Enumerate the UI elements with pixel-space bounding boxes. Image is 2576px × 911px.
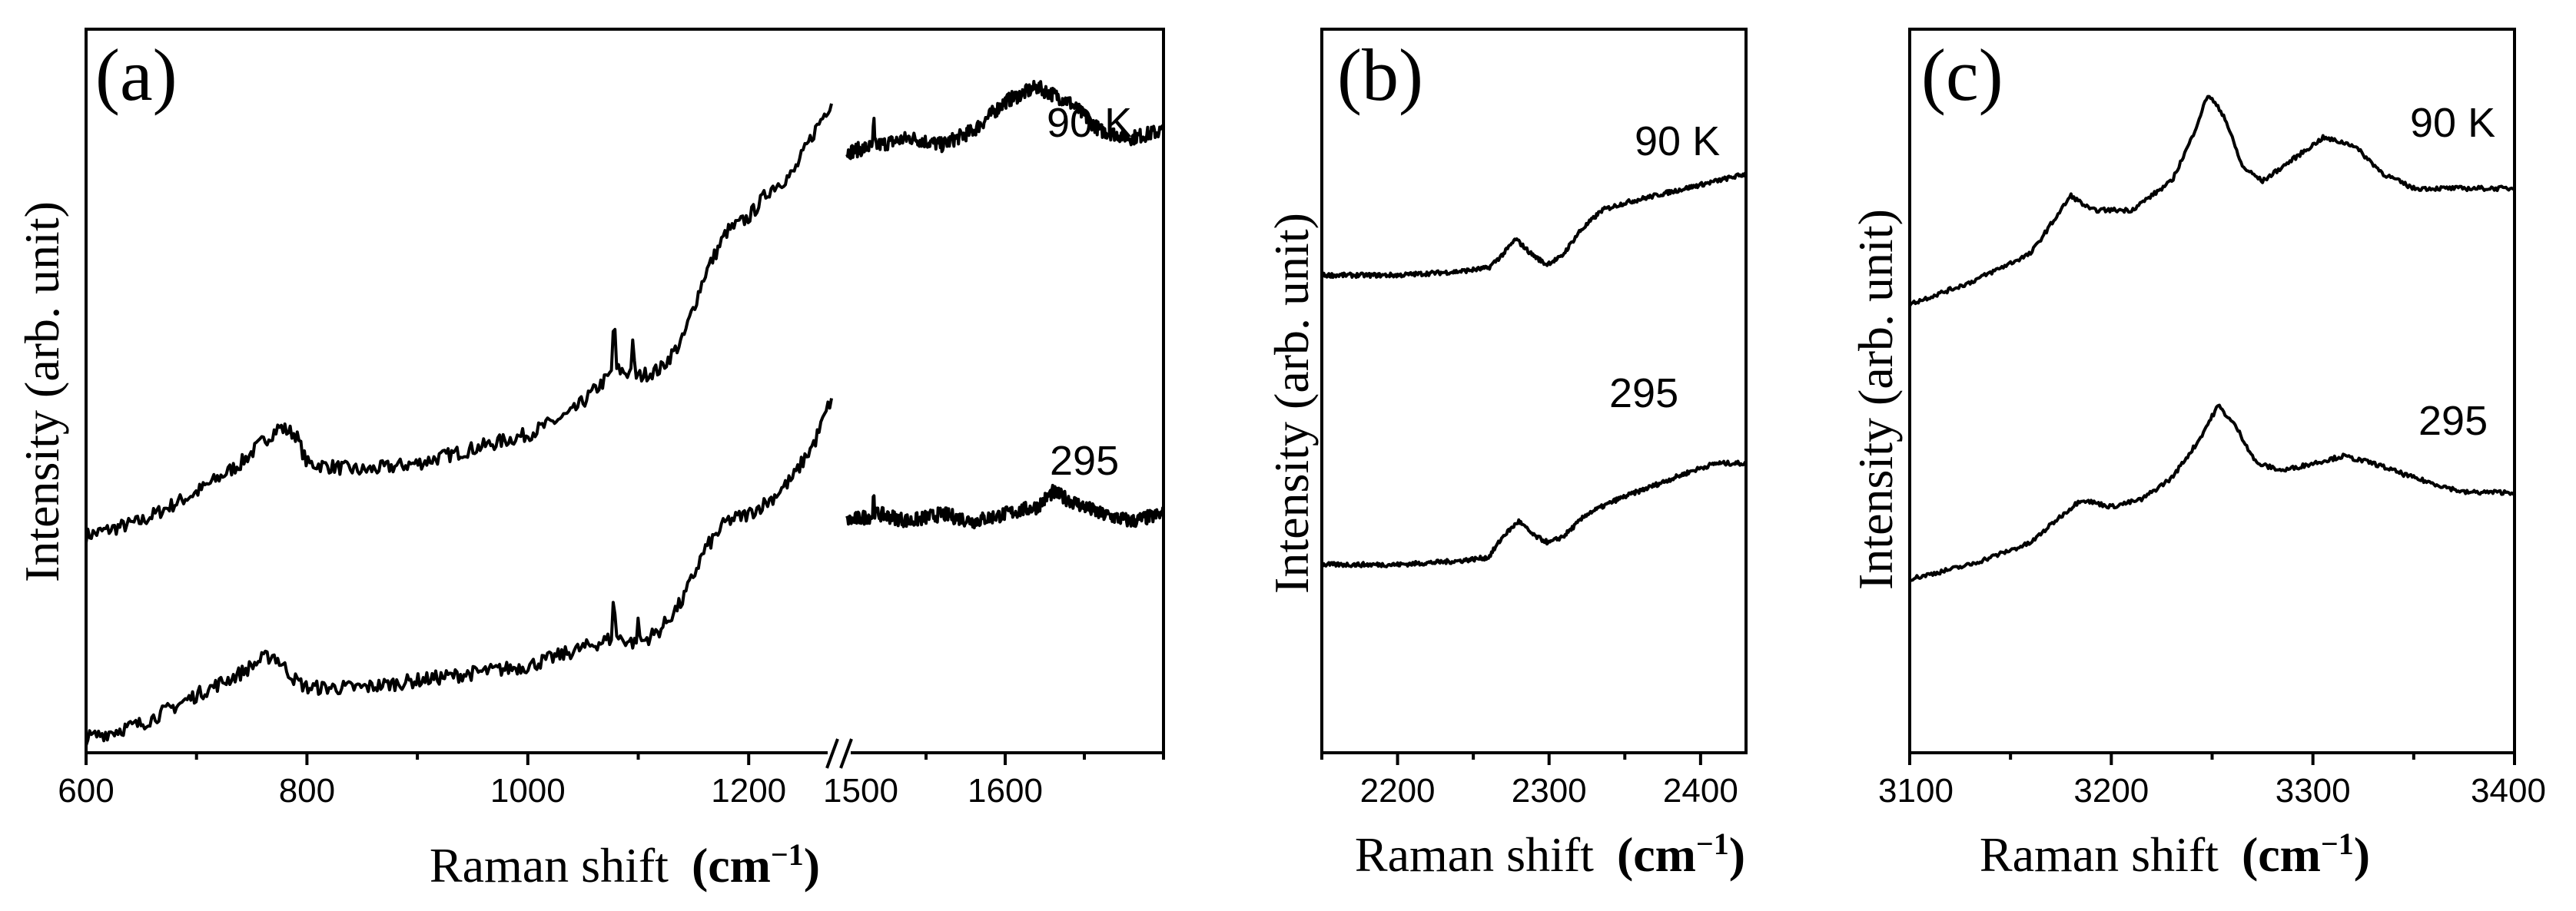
panel-a-series-295-line xyxy=(85,398,833,747)
x-tick-label: 3200 xyxy=(2073,772,2149,810)
panel-c-series-90k-line xyxy=(1908,94,2515,307)
panel-b-y-axis-label: Intensity (arb. unit) xyxy=(1264,213,1319,594)
x-tick-label: 1500 xyxy=(823,772,898,810)
panel-c-x-axis-unit: (cm xyxy=(2242,827,2321,882)
x-tick-label: 3300 xyxy=(2276,772,2351,810)
panel-b-x-axis-unit-exponent: −1 xyxy=(1696,827,1729,861)
panel-a: 600 800 1000 1200 1500 1600 (a) 90 K 295 Inte… xyxy=(15,28,1165,893)
panel-c-label: (c) xyxy=(1921,34,2003,116)
panel-a-ticks: 600 800 1000 1200 1500 1600 xyxy=(58,753,1165,810)
panel-a-series-90k-line xyxy=(85,103,833,544)
panel-b-x-axis-label: Raman shift (cm−1) xyxy=(1355,827,1745,883)
panel-b-series-label-295: 295 xyxy=(1609,370,1678,416)
x-tick-label: 3100 xyxy=(1878,772,1954,810)
panel-b-series-295-line xyxy=(1320,459,1748,568)
panel-b-curves xyxy=(1320,171,1748,568)
panel-b-series-label-90k: 90 K xyxy=(1635,118,1720,164)
panel-a-series-90k-line xyxy=(845,80,1165,161)
panel-b-frame xyxy=(1320,28,1748,754)
panel-b-label: (b) xyxy=(1337,34,1423,116)
x-tick-label: 2200 xyxy=(1360,772,1436,810)
x-tick-label: 600 xyxy=(58,772,114,810)
panel-a-x-axis-unit-close: ) xyxy=(804,838,820,893)
panel-c-x-axis-label-name: Raman shift xyxy=(1980,827,2219,882)
panel-a-curves xyxy=(85,80,1165,747)
panel-a-x-axis-label: Raman shift (cm−1) xyxy=(430,837,820,893)
x-tick-label: 800 xyxy=(279,772,335,810)
panel-c-x-axis-label: Raman shift (cm−1) xyxy=(1980,827,2370,883)
panel-b-x-axis-unit: (cm xyxy=(1617,827,1696,882)
panel-c-curves xyxy=(1908,94,2516,583)
x-tick-label: 2300 xyxy=(1512,772,1587,810)
panel-c-x-axis-unit-close: ) xyxy=(2354,827,2370,882)
panel-b-series-90k-line xyxy=(1320,171,1748,280)
panel-a-series-label-295: 295 xyxy=(1050,438,1119,484)
panel-b-x-axis-label-name: Raman shift xyxy=(1355,827,1594,882)
panel-c: 3100 3200 3300 3400 (c) 90 K 295 Intensity … xyxy=(1848,28,2546,883)
panel-c-series-label-90k: 90 K xyxy=(2410,100,2495,146)
x-tick-label: 1000 xyxy=(490,772,566,810)
panel-c-x-axis-unit-exponent: −1 xyxy=(2321,827,2354,861)
panel-c-series-295-line xyxy=(1909,403,2516,583)
x-tick-label: 2400 xyxy=(1663,772,1738,810)
panel-a-series-295-line xyxy=(845,483,1165,530)
panel-c-ticks: 3100 3200 3300 3400 xyxy=(1878,753,2546,810)
panel-a-x-axis-label-name: Raman shift xyxy=(430,838,669,893)
panel-c-y-axis-label: Intensity (arb. unit) xyxy=(1848,209,1903,590)
panel-a-x-axis-unit-exponent: −1 xyxy=(771,837,804,872)
panel-a-label: (a) xyxy=(95,34,178,116)
x-tick-label: 1200 xyxy=(711,772,786,810)
panel-a-series-label-90k: 90 K xyxy=(1047,100,1132,146)
panel-b-x-axis-unit-close: ) xyxy=(1729,827,1745,882)
panel-a-frame xyxy=(85,28,1165,754)
panel-b: 2200 2300 2400 (b) 90 K 295 Intensity (arb… xyxy=(1264,28,1748,883)
panel-b-ticks: 2200 2300 2400 xyxy=(1320,753,1738,810)
axis-break-mark xyxy=(825,737,853,769)
panel-a-x-axis-unit: (cm xyxy=(692,838,771,893)
panel-a-y-axis-label: Intensity (arb. unit) xyxy=(15,201,69,582)
x-tick-label: 3400 xyxy=(2471,772,2546,810)
x-tick-label: 1600 xyxy=(968,772,1043,810)
panel-c-series-label-295: 295 xyxy=(2418,398,2488,444)
